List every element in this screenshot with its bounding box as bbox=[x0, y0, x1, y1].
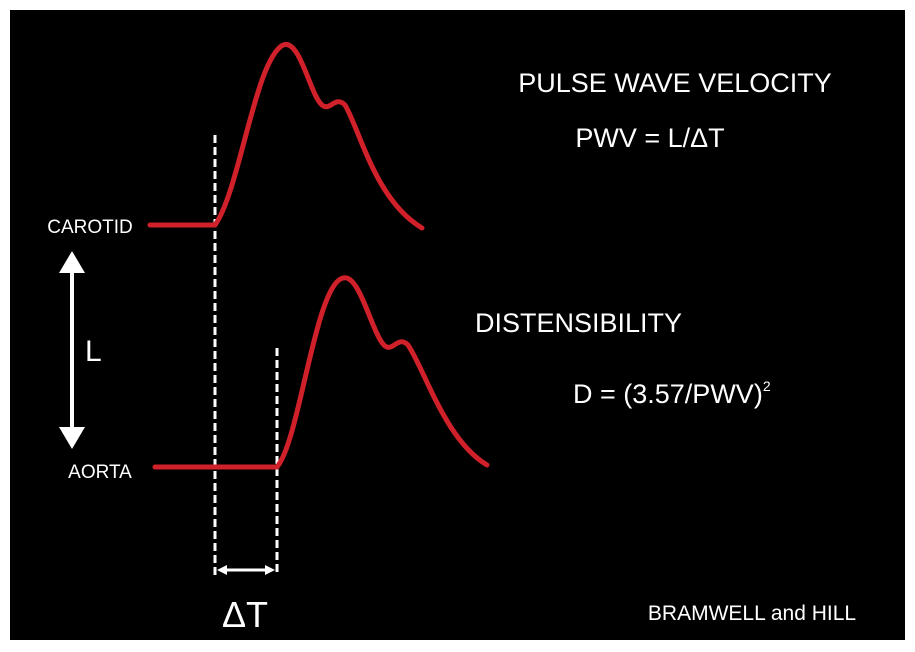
distensibility-formula: D = (3.57/PWV)2 bbox=[573, 378, 771, 409]
aorta-waveform bbox=[152, 275, 490, 470]
pwv-formula: PWV = L/ΔT bbox=[575, 123, 724, 153]
carotid-waveform bbox=[147, 42, 425, 231]
credit: BRAMWELL and HILL bbox=[648, 602, 856, 625]
distensibility-formula-base: D = (3.57/PWV) bbox=[573, 379, 763, 409]
background bbox=[10, 10, 905, 640]
aorta-label: AORTA bbox=[68, 462, 132, 483]
pwv-title: PULSE WAVE VELOCITY bbox=[518, 68, 832, 98]
delta-t-label: ΔT bbox=[222, 594, 268, 635]
length-label: L bbox=[85, 335, 102, 368]
distensibility-formula-exponent: 2 bbox=[763, 378, 771, 394]
carotid-label: CAROTID bbox=[47, 217, 133, 238]
distensibility-title: DISTENSIBILITY bbox=[475, 308, 682, 338]
